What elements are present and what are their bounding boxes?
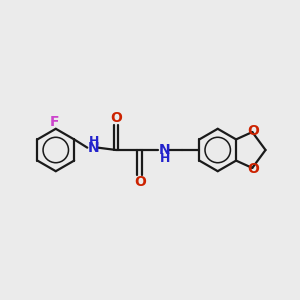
Text: N: N	[88, 141, 100, 155]
Text: H: H	[89, 135, 99, 148]
Text: N: N	[159, 143, 170, 157]
Text: O: O	[134, 175, 146, 188]
Text: O: O	[110, 112, 122, 125]
Text: O: O	[247, 124, 259, 139]
Text: H: H	[160, 152, 170, 165]
Text: O: O	[247, 161, 259, 176]
Text: F: F	[50, 115, 59, 129]
